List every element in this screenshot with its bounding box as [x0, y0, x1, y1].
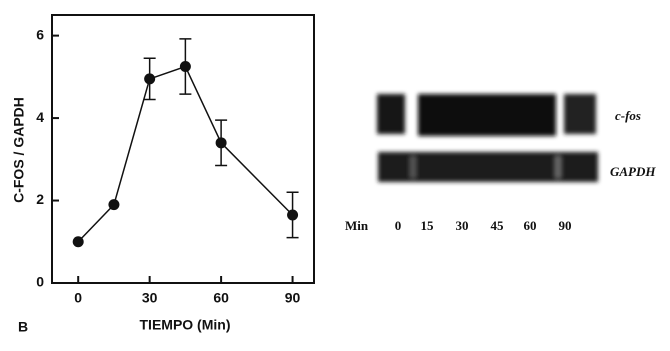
y-axis-label: C-FOS / GAPDH — [11, 97, 27, 203]
panel-label: B — [18, 319, 28, 335]
lane-label: 90 — [559, 218, 572, 233]
data-point — [216, 137, 227, 148]
plot-frame — [52, 15, 314, 283]
y-tick-label: 4 — [36, 109, 44, 125]
x-tick-label: 0 — [74, 290, 82, 306]
lane-label: 0 — [395, 218, 402, 233]
lane-label: 45 — [491, 218, 505, 233]
x-tick-label: 30 — [142, 290, 158, 306]
x-tick-label: 90 — [285, 290, 301, 306]
y-tick-label: 2 — [36, 191, 44, 207]
blot-image — [377, 94, 598, 182]
band-label: c-fos — [615, 108, 641, 123]
x-axis-label: TIEMPO (Min) — [140, 317, 231, 333]
lane-title: Min — [345, 218, 369, 233]
figure: C-FOS / GAPDH TIEMPO (Min) B c-fos GAPDH… — [0, 0, 670, 346]
data-point — [108, 199, 119, 210]
x-tick-label: 60 — [213, 290, 229, 306]
data-point — [73, 236, 84, 247]
y-tick-label: 6 — [36, 26, 44, 42]
data-point — [287, 209, 298, 220]
data-point — [180, 61, 191, 72]
data-point — [144, 73, 155, 84]
lane-label: 15 — [421, 218, 435, 233]
lane-label: 60 — [524, 218, 537, 233]
band-label: GAPDH — [610, 164, 656, 179]
y-tick-label: 0 — [36, 274, 44, 290]
lane-label: 30 — [456, 218, 469, 233]
